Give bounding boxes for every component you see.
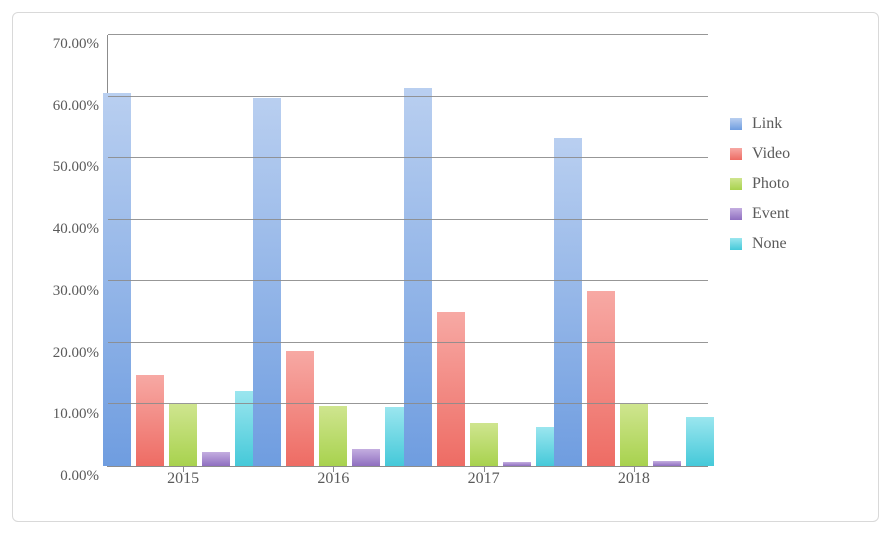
- x-tick-label: 2017: [468, 470, 500, 488]
- bar-video-2015: [136, 375, 164, 466]
- y-tick: 30.00%: [35, 282, 107, 300]
- bar-photo-2015: [169, 404, 197, 466]
- legend-swatch: [730, 238, 742, 250]
- y-tick-label: 60.00%: [53, 98, 107, 115]
- y-tick-label: 20.00%: [53, 345, 107, 362]
- y-tick: 70.00%: [35, 35, 107, 53]
- grid-line: [108, 96, 708, 97]
- grid-line: [108, 403, 708, 404]
- bar-video-2018: [587, 291, 615, 466]
- chart-area: 2015201620172018 0.00%10.00%20.00%30.00%…: [35, 35, 708, 493]
- x-tick-label: 2016: [317, 470, 349, 488]
- chart-card: 2015201620172018 0.00%10.00%20.00%30.00%…: [12, 12, 879, 522]
- y-tick: 10.00%: [35, 405, 107, 423]
- legend-label: Link: [752, 115, 782, 133]
- legend-label: Video: [752, 145, 790, 163]
- y-tick: 40.00%: [35, 220, 107, 238]
- grid-line: [108, 157, 708, 158]
- y-tick: 20.00%: [35, 344, 107, 362]
- x-tick-label: 2018: [618, 470, 650, 488]
- bar-event-2017: [503, 462, 531, 466]
- legend: Link Video Photo Event None: [730, 103, 850, 265]
- bar-video-2016: [286, 351, 314, 466]
- legend-swatch: [730, 208, 742, 220]
- grid-line: [108, 280, 708, 281]
- bars-layer: [108, 35, 708, 466]
- legend-item-video: Video: [730, 145, 850, 163]
- bar-photo-2016: [319, 406, 347, 466]
- y-tick-label: 40.00%: [53, 221, 107, 238]
- bar-link-2017: [404, 88, 432, 466]
- y-tick: 60.00%: [35, 97, 107, 115]
- x-tick-label: 2015: [167, 470, 199, 488]
- y-tick-label: 0.00%: [60, 468, 107, 485]
- legend-swatch: [730, 178, 742, 190]
- legend-label: Photo: [752, 175, 789, 193]
- bar-photo-2017: [470, 423, 498, 466]
- y-tick: 50.00%: [35, 158, 107, 176]
- y-tick-label: 30.00%: [53, 283, 107, 300]
- legend-item-none: None: [730, 235, 850, 253]
- bar-event-2015: [202, 452, 230, 466]
- y-tick-label: 10.00%: [53, 406, 107, 423]
- bar-event-2016: [352, 449, 380, 466]
- legend-label: None: [752, 235, 787, 253]
- grid-line: [108, 342, 708, 343]
- legend-item-photo: Photo: [730, 175, 850, 193]
- y-tick: 0.00%: [35, 467, 107, 485]
- bar-link-2016: [253, 98, 281, 466]
- grid-line: [108, 219, 708, 220]
- plot-area: 2015201620172018: [107, 35, 708, 467]
- bar-photo-2018: [620, 404, 648, 466]
- legend-item-event: Event: [730, 205, 850, 223]
- outer-frame: 2015201620172018 0.00%10.00%20.00%30.00%…: [0, 0, 891, 534]
- y-tick-label: 70.00%: [53, 36, 107, 53]
- bar-video-2017: [437, 312, 465, 466]
- y-tick-label: 50.00%: [53, 159, 107, 176]
- legend-item-link: Link: [730, 115, 850, 133]
- grid-line: [108, 34, 708, 35]
- bar-event-2018: [653, 461, 681, 466]
- legend-swatch: [730, 118, 742, 130]
- bar-none-2018: [686, 417, 714, 466]
- legend-swatch: [730, 148, 742, 160]
- legend-label: Event: [752, 205, 789, 223]
- bar-link-2018: [554, 138, 582, 466]
